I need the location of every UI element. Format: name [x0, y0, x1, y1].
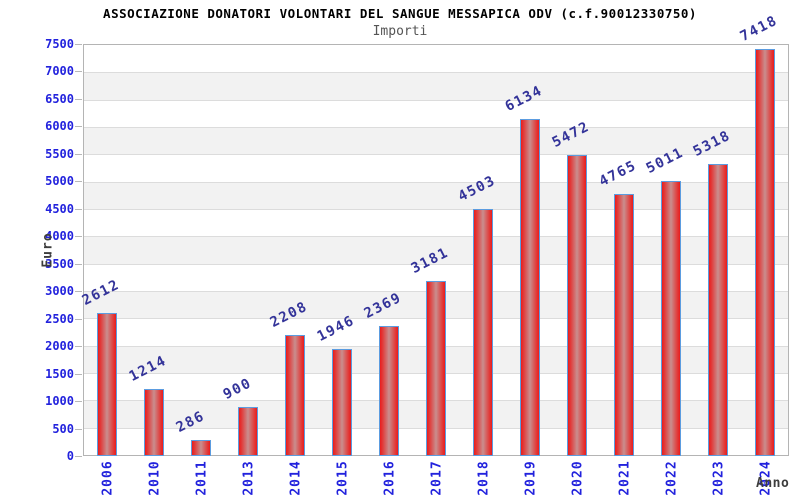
y-tick-mark [75, 209, 82, 210]
y-tick-mark [75, 264, 82, 265]
y-tick-label: 0 [66, 449, 74, 463]
plot-band [84, 154, 788, 182]
y-tick-label: 3000 [45, 284, 74, 298]
y-tick-label: 5000 [45, 174, 74, 188]
y-tick-label: 4500 [45, 202, 74, 216]
x-tick-label: 2013 [241, 460, 257, 496]
y-tick-mark [75, 319, 82, 320]
y-tick-mark [75, 374, 82, 375]
y-tick-label: 4000 [45, 229, 74, 243]
plot-band [84, 127, 788, 155]
y-tick-label: 2500 [45, 312, 74, 326]
chart-subtitle: Importi [372, 24, 428, 39]
bar [97, 313, 117, 456]
y-axis-title: Euro [40, 232, 56, 268]
y-tick-label: 6500 [45, 92, 74, 106]
y-tick-mark [75, 71, 82, 72]
plot-band [84, 99, 788, 127]
x-tick-label: 2023 [711, 460, 727, 496]
y-tick-mark [75, 401, 82, 402]
bar [567, 155, 587, 456]
y-tick-mark [75, 291, 82, 292]
y-tick-label: 2000 [45, 339, 74, 353]
y-tick-mark [75, 456, 82, 457]
x-tick-label: 2016 [382, 460, 398, 496]
bar [285, 335, 305, 456]
plot-band [84, 45, 788, 73]
x-tick-label: 2020 [570, 460, 586, 496]
x-tick-label: 2021 [617, 460, 633, 496]
bar [191, 440, 211, 456]
y-tick-mark [75, 154, 82, 155]
y-tick-label: 6000 [45, 119, 74, 133]
x-tick-label: 2010 [147, 460, 163, 496]
y-tick-label: 1500 [45, 367, 74, 381]
x-tick-label: 2006 [100, 460, 116, 496]
bar [238, 407, 258, 456]
y-tick-label: 500 [52, 422, 74, 436]
x-tick-label: 2022 [664, 460, 680, 496]
gridline [84, 72, 788, 73]
bar [473, 209, 493, 456]
y-tick-label: 7500 [45, 37, 74, 51]
gridline [84, 264, 788, 265]
y-tick-label: 5500 [45, 147, 74, 161]
gridline [84, 209, 788, 210]
gridline [84, 127, 788, 128]
y-tick-mark [75, 346, 82, 347]
chart-title: ASSOCIAZIONE DONATORI VOLONTARI DEL SANG… [103, 6, 697, 21]
bar [520, 119, 540, 456]
y-tick-label: 7000 [45, 64, 74, 78]
y-tick-mark [75, 181, 82, 182]
y-tick-label: 3500 [45, 257, 74, 271]
y-tick-label: 1000 [45, 394, 74, 408]
gridline [84, 182, 788, 183]
y-tick-mark [75, 236, 82, 237]
x-tick-label: 2015 [335, 460, 351, 496]
gridline [84, 100, 788, 101]
bar [332, 349, 352, 456]
bar [144, 389, 164, 456]
y-tick-mark [75, 429, 82, 430]
x-tick-label: 2018 [476, 460, 492, 496]
bar [661, 181, 681, 456]
x-axis-title: Anno [756, 476, 790, 491]
x-tick-label: 2019 [523, 460, 539, 496]
y-tick-mark [75, 44, 82, 45]
gridline [84, 154, 788, 155]
gridline [84, 236, 788, 237]
bar [379, 326, 399, 456]
x-tick-label: 2014 [288, 460, 304, 496]
plot-band [84, 72, 788, 100]
plot-band [84, 181, 788, 209]
bar [755, 49, 775, 456]
y-tick-mark [75, 99, 82, 100]
bar [708, 164, 728, 456]
y-tick-mark [75, 126, 82, 127]
bar [614, 194, 634, 456]
bar [426, 281, 446, 456]
plot-band [84, 209, 788, 237]
x-tick-label: 2011 [194, 460, 210, 496]
x-tick-label: 2017 [429, 460, 445, 496]
